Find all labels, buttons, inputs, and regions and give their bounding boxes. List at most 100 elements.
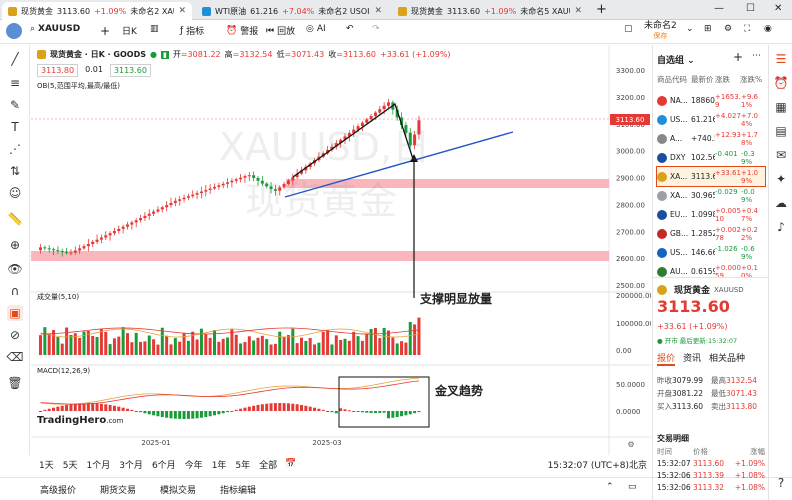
forecast-tool-icon[interactable]: ⇅ [9, 164, 21, 178]
chevron-up-icon[interactable]: ⌃ [606, 482, 614, 492]
volume-bar [347, 340, 351, 355]
col-last[interactable]: 最新价 [691, 75, 714, 84]
support-annotation-text[interactable]: 支撑明显放量 [420, 292, 493, 306]
snapshot-button[interactable]: ◉ [764, 24, 772, 34]
replay-button[interactable]: ⏮ 回放 [266, 24, 295, 38]
close-tab-icon[interactable]: ✕ [374, 6, 382, 16]
timeframe-button[interactable]: 1个月 [86, 460, 111, 471]
visibility-icon[interactable]: ● [150, 50, 157, 59]
interval-button[interactable]: 日K [122, 24, 137, 37]
undo-button[interactable]: ↶ [346, 24, 354, 34]
redo-button[interactable]: ↷ [372, 24, 380, 34]
candle-body [291, 177, 295, 181]
news-icon[interactable]: ✉ [775, 148, 787, 162]
timeframe-button[interactable]: 5天 [62, 460, 78, 471]
symbol-search[interactable]: ⌕ XAUUSD [30, 24, 80, 34]
avatar[interactable] [6, 23, 22, 39]
hide-drawings-icon[interactable]: ⊘ [9, 328, 21, 342]
chart-type-button[interactable]: ▥ [150, 24, 159, 34]
layout-name-button[interactable]: 未命名2 保存 [644, 21, 677, 41]
col-code[interactable]: 商品代码 [657, 75, 687, 84]
text-tool-icon[interactable]: T [11, 120, 19, 134]
timeframe-button[interactable]: 1天 [39, 460, 54, 471]
col-change[interactable]: 涨跌 [715, 75, 730, 84]
browser-tab-1[interactable]: 现货黄金 3113.60 +1.09% 未命名2 XAUUSD ✕ [2, 2, 192, 20]
alerts-icon[interactable]: ⏰ [773, 76, 789, 90]
chat-icon[interactable]: ☁ [775, 196, 787, 210]
layout-dropdown-button[interactable]: ⌄ [686, 24, 694, 34]
brush-tool-icon[interactable]: ✎ [9, 98, 21, 112]
trendline-tool-icon[interactable]: ╱ [11, 52, 19, 66]
watchlist-row[interactable]: DXY 102.564-0.401-0.39% [657, 148, 765, 167]
chart-area[interactable]: 3300.003200.003100.003000.002900.002800.… [31, 45, 651, 455]
notifications-icon[interactable]: ♪ [777, 220, 785, 234]
tab-quote[interactable]: 报价 [657, 351, 676, 366]
trash-icon[interactable]: 🗑 [7, 376, 23, 390]
watchlist-row[interactable]: US... 61.216 +4.027 +7.04% [657, 110, 765, 129]
fib-tool-icon[interactable]: ≡ [9, 76, 21, 90]
watchlist-row[interactable]: NA...18860.8+1653.9+9.61% [657, 91, 765, 110]
golden-cross-annotation-text[interactable]: 金叉趋势 [435, 384, 484, 398]
emoji-tool-icon[interactable]: ☺ [8, 186, 22, 200]
sell-price-box[interactable]: 3113.80 [37, 64, 79, 77]
bottom-nav-tab[interactable]: 模拟交易 [160, 485, 197, 496]
magnet-icon[interactable]: ∩ [10, 284, 20, 298]
close-tab-icon[interactable]: ✕ [178, 6, 186, 16]
layout-square-button[interactable]: ▢ [624, 24, 633, 34]
watchlist-row[interactable]: EU...1.09987+0.00510+0.47% [657, 205, 765, 224]
timeframe-button[interactable]: 5年 [235, 460, 251, 471]
tab-related[interactable]: 相关品种 [709, 354, 746, 364]
watchlist-row[interactable]: US...146.669-1.026-0.69% [657, 243, 765, 262]
ideas-icon[interactable]: ✦ [775, 172, 787, 186]
bottom-nav-tab[interactable]: 指标编辑 [220, 485, 257, 496]
browser-tab-2[interactable]: WTI原油 61.216 +7.04% 未命名2 USOIL ✕ [196, 2, 388, 20]
watchlist-group-button[interactable]: 自选组 ⌄ [657, 56, 695, 66]
close-tab-icon[interactable]: ✕ [574, 6, 582, 16]
watchlist-row[interactable]: XA... 30.965 -0.029 -0.09% [657, 186, 765, 205]
help-icon[interactable]: ? [777, 476, 785, 490]
settings-button[interactable]: ⚙ [724, 24, 732, 34]
watchlist-row[interactable]: A... +740.52+12.93+1.78% [657, 129, 765, 148]
alert-button[interactable]: ⏰ 警报 [226, 24, 258, 38]
eraser-icon[interactable]: ⌫ [6, 350, 24, 364]
timeframe-button[interactable]: 全部 [259, 460, 278, 471]
volume-bar [400, 341, 404, 355]
pattern-tool-icon[interactable]: ⋰ [9, 142, 21, 156]
layout-grid-button[interactable]: ⊞ [704, 24, 712, 34]
add-watchlist-icon[interactable]: + [733, 50, 744, 64]
zoom-in-icon[interactable]: ⊕ [9, 238, 21, 252]
browser-tab-3[interactable]: 现货黄金 3113.60 +1.09% 未命名5 XAUUSD ✕ [392, 2, 588, 20]
chart-canvas[interactable]: 3300.003200.003100.003000.002900.002800.… [31, 45, 651, 455]
col-change-pct[interactable]: 涨跌% [740, 75, 763, 84]
timeframe-button[interactable]: 今年 [184, 460, 203, 471]
indicators-button[interactable]: ƒ 指标 [180, 24, 204, 38]
timeframe-button[interactable]: 1年 [211, 460, 227, 471]
close-window-icon[interactable]: ✕ [774, 3, 783, 14]
watchlist-row[interactable]: GB...1.28527+0.00278+0.22% [657, 224, 765, 243]
bottom-nav-tab[interactable]: 高级报价 [40, 485, 77, 496]
expand-panel-icon[interactable]: ▭ [628, 482, 637, 492]
tab-news[interactable]: 资讯 [683, 354, 702, 364]
calendar-icon[interactable]: ▤ [775, 124, 787, 138]
add-symbol-button[interactable]: + [100, 24, 110, 38]
minimize-window-icon[interactable]: — [714, 3, 724, 14]
buy-price-box[interactable]: 3113.60 [109, 64, 151, 77]
fullscreen-button[interactable]: ⛶ [744, 24, 750, 34]
ruler-tool-icon[interactable]: 📏 [7, 212, 23, 226]
ai-button[interactable]: ◎ AI [306, 24, 326, 34]
more-options-icon[interactable]: ⋯ [752, 51, 761, 61]
date-range-icon[interactable]: 📅 [285, 459, 297, 469]
lock-drawings-icon[interactable]: ▣ [7, 305, 23, 321]
maximize-window-icon[interactable]: ☐ [746, 3, 755, 14]
watchlist-icon[interactable]: ☰ [775, 52, 787, 66]
timeframe-button[interactable]: 3个月 [119, 460, 143, 471]
timeframe-button[interactable]: 6个月 [151, 460, 176, 471]
eye-icon[interactable]: 👁 [7, 262, 23, 276]
hotlist-icon[interactable]: ▦ [775, 100, 787, 114]
bottom-nav-tab[interactable]: 期货交易 [100, 485, 137, 496]
new-tab-icon[interactable]: + [596, 2, 607, 17]
volume-bar [169, 344, 173, 355]
watchlist-row[interactable]: XA...3113.60+33.61+1.09% [656, 166, 766, 187]
watchlist-row[interactable]: AU...0.61597+0.00059+0.10% [657, 262, 765, 281]
candle-body [226, 182, 230, 184]
